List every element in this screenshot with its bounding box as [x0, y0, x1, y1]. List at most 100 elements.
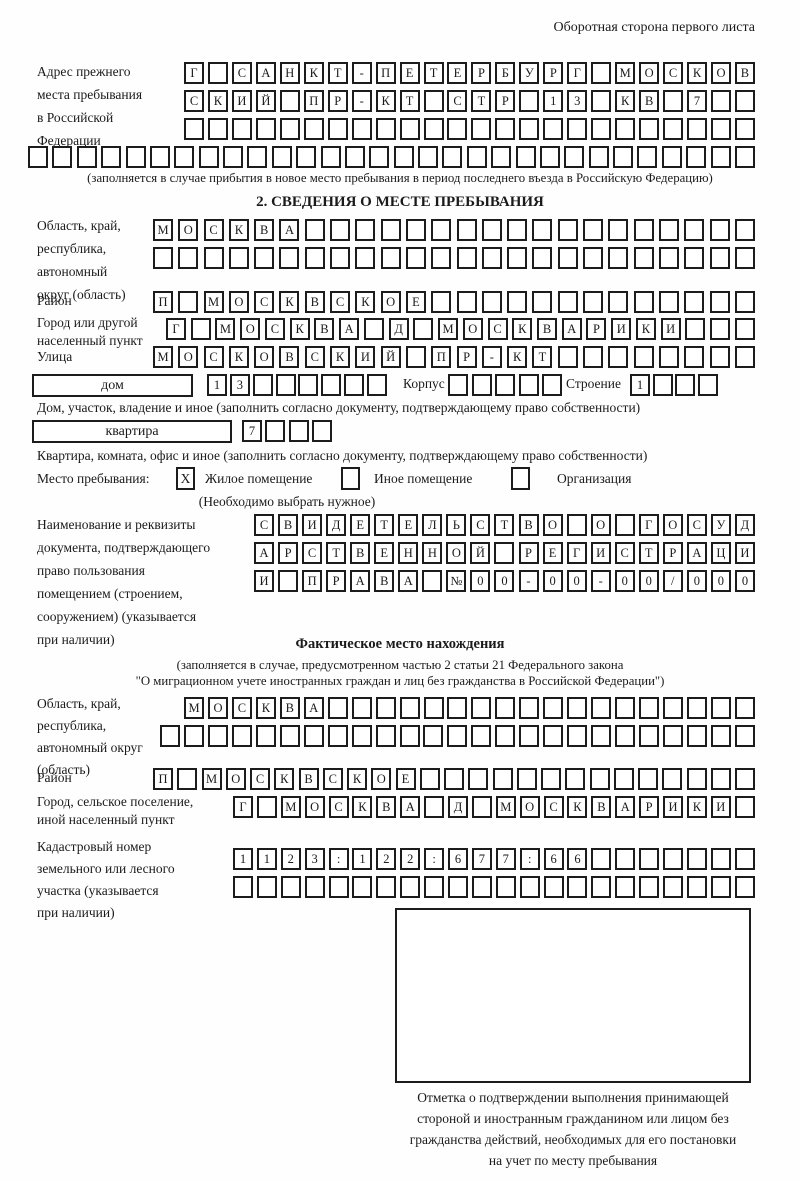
char-cell[interactable] — [495, 118, 516, 140]
char-cell[interactable] — [375, 118, 396, 140]
char-cell[interactable] — [658, 219, 679, 241]
char-cell[interactable] — [588, 146, 609, 168]
char-cell[interactable]: Т — [374, 514, 395, 536]
char-cell[interactable] — [710, 697, 731, 719]
char-cell[interactable] — [76, 146, 97, 168]
char-cell[interactable]: М — [153, 219, 173, 241]
char-cell[interactable] — [639, 697, 660, 719]
char-cell[interactable] — [557, 291, 578, 313]
char-cell[interactable]: И — [663, 796, 684, 818]
char-cell[interactable] — [424, 876, 445, 898]
char-cell[interactable] — [591, 90, 612, 112]
char-cell[interactable] — [471, 374, 492, 396]
char-cell[interactable]: Р — [518, 542, 539, 564]
char-cell[interactable]: О — [462, 318, 483, 340]
char-cell[interactable] — [633, 247, 654, 269]
char-cell[interactable] — [519, 118, 540, 140]
char-cell[interactable] — [532, 219, 553, 241]
char-cell[interactable] — [734, 796, 755, 818]
char-cell[interactable]: К — [567, 796, 588, 818]
char-cell[interactable] — [591, 62, 612, 84]
char-cell[interactable] — [710, 876, 731, 898]
char-cell[interactable]: О — [207, 697, 228, 719]
char-cell[interactable] — [734, 318, 755, 340]
char-cell[interactable] — [685, 318, 706, 340]
char-cell[interactable] — [639, 876, 660, 898]
char-cell[interactable]: Е — [398, 514, 419, 536]
char-cell[interactable] — [471, 697, 492, 719]
char-cell[interactable] — [709, 291, 730, 313]
char-cell[interactable] — [710, 768, 731, 790]
char-cell[interactable] — [734, 697, 755, 719]
char-cell[interactable]: Й — [470, 542, 491, 564]
char-cell[interactable]: : — [424, 848, 445, 870]
char-cell[interactable]: Ц — [710, 542, 731, 564]
char-cell[interactable] — [507, 291, 528, 313]
char-cell[interactable] — [633, 219, 654, 241]
char-cell[interactable] — [638, 768, 658, 790]
char-cell[interactable] — [423, 697, 444, 719]
char-cell[interactable] — [288, 420, 309, 442]
char-cell[interactable] — [28, 146, 48, 168]
char-cell[interactable]: К — [289, 318, 310, 340]
stay-type-checkbox-other-premises[interactable] — [341, 467, 360, 490]
char-cell[interactable] — [271, 146, 292, 168]
char-cell[interactable]: С — [231, 697, 252, 719]
char-cell[interactable]: С — [470, 514, 491, 536]
char-cell[interactable] — [352, 876, 373, 898]
char-cell[interactable]: О — [178, 346, 199, 368]
char-cell[interactable] — [279, 247, 300, 269]
char-cell[interactable] — [639, 848, 660, 870]
char-cell[interactable]: Т — [494, 514, 515, 536]
char-cell[interactable] — [615, 725, 636, 747]
char-cell[interactable] — [734, 219, 755, 241]
char-cell[interactable] — [304, 247, 325, 269]
char-cell[interactable]: 3 — [567, 90, 588, 112]
char-cell[interactable] — [442, 146, 463, 168]
char-cell[interactable]: А — [339, 318, 360, 340]
char-cell[interactable]: 1 — [207, 374, 227, 396]
char-cell[interactable] — [543, 876, 564, 898]
char-cell[interactable] — [52, 146, 73, 168]
char-cell[interactable]: - — [351, 62, 372, 84]
char-cell[interactable] — [351, 118, 372, 140]
char-cell[interactable]: П — [302, 570, 323, 592]
char-cell[interactable]: 0 — [614, 570, 635, 592]
char-cell[interactable]: О — [446, 542, 467, 564]
char-cell[interactable] — [639, 118, 660, 140]
char-cell[interactable]: К — [255, 697, 276, 719]
char-cell[interactable] — [495, 697, 516, 719]
char-cell[interactable] — [543, 118, 564, 140]
char-cell[interactable] — [405, 346, 426, 368]
char-cell[interactable] — [149, 146, 170, 168]
char-cell[interactable] — [160, 725, 180, 747]
char-cell[interactable] — [275, 374, 296, 396]
char-cell[interactable] — [254, 247, 275, 269]
char-cell[interactable] — [583, 291, 604, 313]
char-cell[interactable]: О — [662, 514, 683, 536]
char-cell[interactable]: В — [278, 514, 299, 536]
char-cell[interactable] — [663, 90, 684, 112]
char-cell[interactable] — [203, 247, 224, 269]
char-cell[interactable] — [327, 118, 348, 140]
char-cell[interactable] — [543, 725, 564, 747]
char-cell[interactable] — [591, 876, 612, 898]
char-cell[interactable]: С — [328, 796, 349, 818]
char-cell[interactable]: К — [512, 318, 533, 340]
char-cell[interactable] — [684, 291, 705, 313]
char-cell[interactable] — [375, 697, 396, 719]
char-cell[interactable]: М — [615, 62, 636, 84]
char-cell[interactable]: Й — [255, 90, 276, 112]
char-cell[interactable] — [519, 725, 540, 747]
char-cell[interactable]: Р — [495, 90, 516, 112]
char-cell[interactable]: 3 — [304, 848, 325, 870]
char-cell[interactable] — [431, 219, 452, 241]
char-cell[interactable] — [697, 374, 718, 396]
char-cell[interactable] — [422, 570, 443, 592]
char-cell[interactable] — [448, 374, 468, 396]
char-cell[interactable] — [355, 247, 376, 269]
char-cell[interactable]: Е — [395, 768, 416, 790]
char-cell[interactable]: 0 — [542, 570, 563, 592]
char-cell[interactable] — [231, 118, 252, 140]
stay-type-checkbox-residential[interactable]: X — [176, 467, 195, 490]
